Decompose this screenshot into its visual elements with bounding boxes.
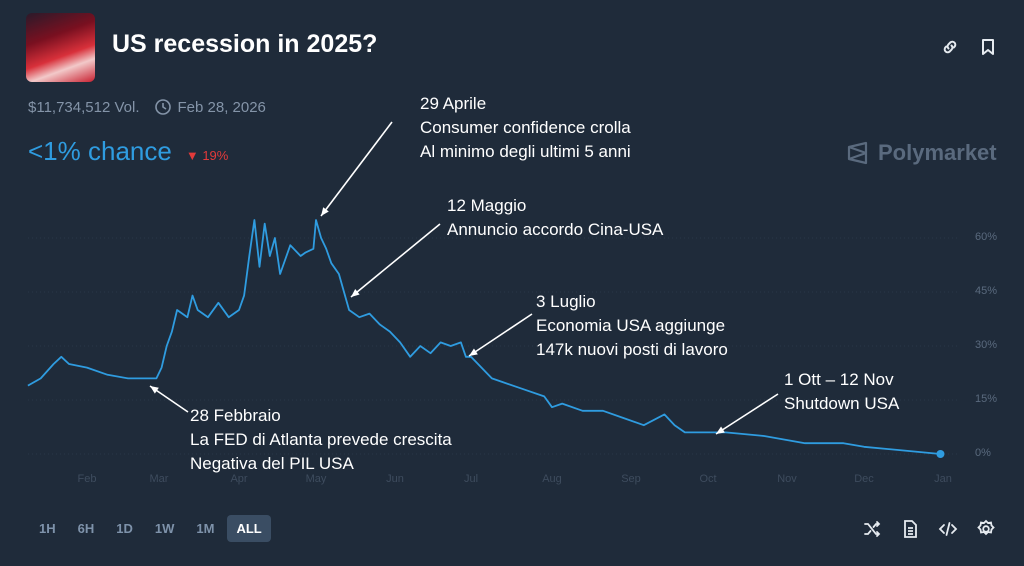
market-thumbnail [26, 13, 95, 82]
annotation-29-aprile: 29 Aprile Consumer confidence crolla Al … [420, 92, 631, 164]
x-tick-label: May [305, 473, 327, 485]
x-tick-label: Feb [77, 473, 97, 485]
market-title: US recession in 2025? [112, 30, 378, 58]
chance-row: <1% chance ▼ 19% [28, 136, 228, 167]
annotation-line: Negativa del PIL USA [190, 454, 354, 473]
range-1m-button[interactable]: 1M [196, 521, 215, 536]
settings-icon[interactable] [976, 519, 996, 539]
document-icon[interactable] [900, 519, 920, 539]
annotation-line: Consumer confidence crolla [420, 118, 631, 137]
y-tick-label: 15% [975, 393, 998, 405]
time-range-selector: 1H 6H 1D 1W 1M ALL [30, 515, 271, 542]
last-point-marker [936, 450, 945, 458]
code-icon[interactable] [938, 519, 958, 539]
x-tick-label: Nov [777, 473, 797, 485]
market-meta: $11,734,512 Vol. Feb 28, 2026 [28, 98, 266, 116]
range-all-button[interactable]: ALL [227, 515, 271, 542]
annotation-12-maggio: 12 Maggio Annuncio accordo Cina-USA [447, 194, 663, 242]
end-date: Feb 28, 2026 [177, 98, 266, 116]
annotation-line: Al minimo degli ultimi 5 anni [420, 142, 631, 161]
x-tick-label: Dec [854, 473, 874, 485]
annotation-line: Shutdown USA [784, 394, 900, 413]
link-icon[interactable] [940, 37, 960, 57]
annotation-line: 12 Maggio [447, 196, 527, 215]
y-tick-label: 0% [975, 447, 991, 459]
annotation-line: Annuncio accordo Cina-USA [447, 220, 664, 239]
annotation-shutdown: 1 Ott – 12 Nov Shutdown USA [784, 368, 899, 416]
x-tick-label: Mar [149, 473, 169, 485]
y-tick-label: 60% [975, 231, 998, 243]
brand-name: Polymarket [878, 140, 997, 165]
range-1d-button[interactable]: 1D [116, 521, 133, 536]
polymarket-logo-icon [847, 141, 868, 165]
bookmark-icon[interactable] [978, 37, 998, 57]
triangle-down-icon: ▼ [185, 148, 199, 163]
y-tick-label: 45% [975, 285, 998, 297]
x-tick-label: Jan [934, 473, 952, 485]
x-tick-label: Apr [230, 473, 248, 485]
annotation-line: 147k nuovi posti di lavoro [536, 340, 728, 359]
x-tick-label: Aug [542, 473, 562, 485]
annotation-line: La FED di Atlanta prevede crescita [190, 430, 452, 449]
annotation-line: 1 Ott – 12 Nov [784, 370, 894, 389]
x-tick-label: Jul [463, 473, 479, 485]
clock-icon [154, 99, 171, 115]
range-1w-button[interactable]: 1W [154, 521, 175, 536]
range-6h-button[interactable]: 6H [77, 521, 95, 536]
annotation-arrow [468, 313, 533, 357]
shuffle-icon[interactable] [862, 519, 882, 539]
volume: $11,734,512 Vol. [28, 98, 140, 116]
annotation-arrow [320, 121, 393, 217]
annotation-line: Economia USA aggiunge [536, 316, 726, 335]
annotation-line: 28 Febbraio [190, 406, 281, 425]
x-tick-label: Sep [621, 473, 641, 485]
x-tick-label: Jun [386, 473, 404, 485]
y-tick-label: 30% [975, 339, 998, 351]
delta-value: 19% [202, 148, 229, 163]
annotation-3-luglio: 3 Luglio Economia USA aggiunge 147k nuov… [536, 290, 728, 362]
annotation-line: 29 Aprile [420, 94, 487, 113]
chart-tools [862, 519, 996, 539]
polymarket-logo: Polymarket [846, 140, 997, 166]
series-line [27, 219, 941, 455]
annotation-arrow [715, 393, 779, 435]
range-1h-button[interactable]: 1H [39, 521, 56, 536]
annotation-arrow [149, 385, 189, 413]
chance-value: <1% chance [28, 136, 172, 166]
annotation-28-febbraio: 28 Febbraio La FED di Atlanta prevede cr… [190, 404, 452, 476]
delta-badge: ▼ 19% [186, 148, 229, 163]
x-tick-label: Oct [699, 473, 717, 485]
annotation-line: 3 Luglio [536, 292, 596, 311]
annotation-arrow [350, 223, 441, 298]
